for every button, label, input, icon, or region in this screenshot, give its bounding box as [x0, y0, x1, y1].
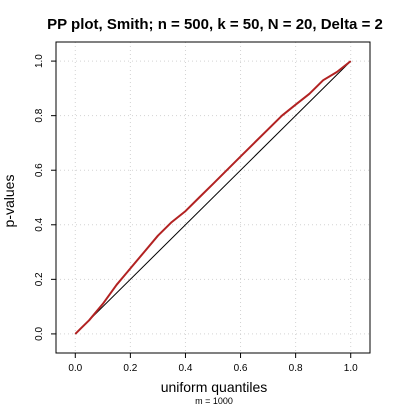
- y-tick-label: 0.2: [34, 272, 45, 286]
- x-tick-label: 0.4: [179, 363, 193, 374]
- y-tick-label: 0.4: [34, 217, 45, 231]
- y-axis: 0.0 0.2 0.4 0.6 0.8 1.0: [34, 54, 56, 341]
- reference-diagonal-line: [74, 60, 352, 335]
- chart-title: PP plot, Smith; n = 500, k = 50, N = 20,…: [47, 16, 383, 33]
- x-tick-label: 0.0: [68, 363, 82, 374]
- x-tick-label: 0.8: [289, 363, 303, 374]
- plot-frame: [55, 41, 371, 354]
- y-tick-label: 1.0: [34, 54, 45, 68]
- empirical-pp-line: [74, 60, 352, 335]
- grid: [56, 42, 370, 353]
- y-axis-title: p-values: [1, 175, 17, 228]
- x-tick-label: 1.0: [344, 363, 358, 374]
- x-axis-title: uniform quantiles: [161, 379, 268, 395]
- y-tick-label: 0.6: [34, 163, 45, 177]
- y-tick-label: 0.0: [34, 327, 45, 341]
- x-axis: 0.0 0.2 0.4 0.6 0.8 1.0: [68, 353, 358, 374]
- y-tick-label: 0.8: [34, 108, 45, 122]
- series-layer: [74, 60, 352, 335]
- x-tick-label: 0.6: [234, 363, 248, 374]
- sample-size-label: m = 1000: [195, 396, 233, 406]
- x-tick-label: 0.2: [123, 363, 137, 374]
